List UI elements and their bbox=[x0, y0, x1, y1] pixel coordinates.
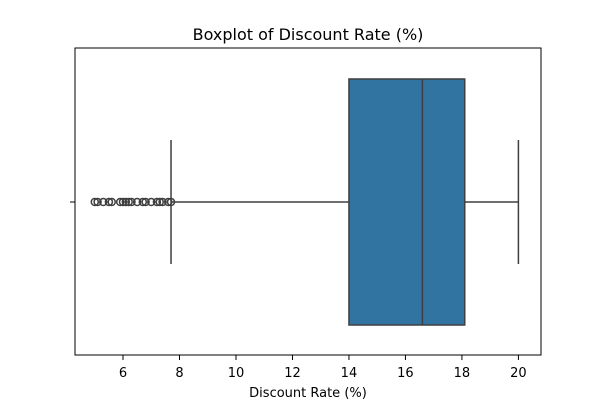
outlier-point bbox=[121, 197, 131, 207]
outlier-point bbox=[115, 197, 125, 207]
x-tick-label: 12 bbox=[284, 366, 301, 381]
outlier-point bbox=[152, 197, 162, 207]
outlier-point bbox=[163, 197, 173, 207]
outlier-point bbox=[155, 197, 164, 207]
x-axis-label: Discount Rate (%) bbox=[249, 386, 367, 400]
x-tick-label: 16 bbox=[397, 366, 414, 381]
outlier-point bbox=[147, 197, 156, 207]
iqr-box bbox=[348, 78, 466, 326]
x-tick-label: 18 bbox=[454, 366, 471, 381]
outlier-point bbox=[104, 197, 114, 207]
chart-title: Boxplot of Discount Rate (%) bbox=[193, 25, 424, 44]
outlier-point bbox=[118, 197, 128, 207]
outlier-point bbox=[138, 197, 148, 207]
outlier-point bbox=[132, 197, 142, 207]
outlier-point bbox=[166, 197, 176, 207]
outlier-point bbox=[98, 197, 108, 207]
outlier-point bbox=[127, 197, 136, 207]
x-tick-label: 10 bbox=[228, 366, 245, 381]
x-tick-label: 14 bbox=[341, 366, 358, 381]
outlier-point bbox=[141, 197, 150, 207]
x-axis: 6 8 10 12 14 16 18 20 bbox=[119, 355, 527, 381]
outlier-point bbox=[124, 197, 133, 207]
x-tick-label: 6 bbox=[119, 366, 127, 381]
x-tick-label: 20 bbox=[510, 366, 527, 381]
x-tick-label: 8 bbox=[175, 366, 183, 381]
outlier-point bbox=[158, 197, 167, 207]
outlier-point bbox=[93, 197, 102, 207]
outlier-point bbox=[90, 197, 100, 207]
outlier-point bbox=[107, 197, 116, 207]
boxplot-series bbox=[170, 78, 520, 326]
outliers-group bbox=[90, 197, 176, 207]
